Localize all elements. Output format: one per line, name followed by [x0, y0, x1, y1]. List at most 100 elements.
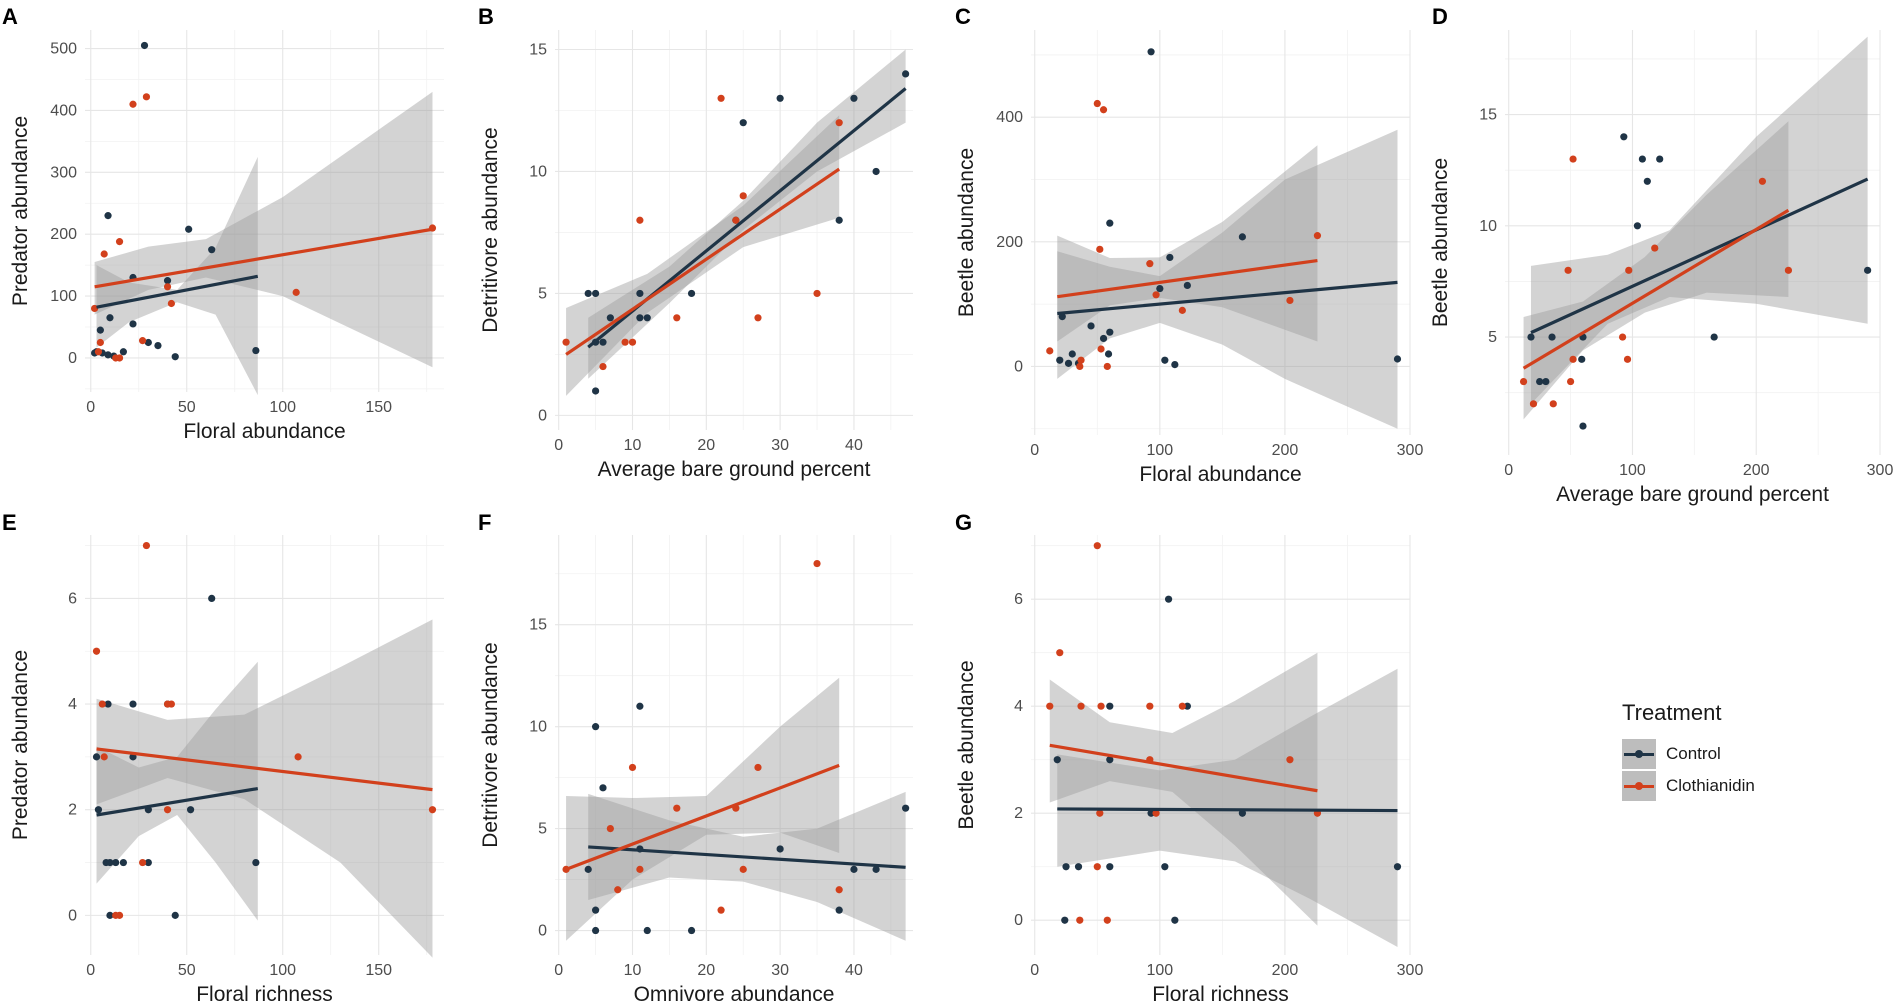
data-point-control: [1578, 355, 1586, 363]
data-point-clothianidin: [1103, 916, 1111, 924]
panel-label: G: [955, 510, 972, 535]
data-point-clothianidin: [739, 192, 747, 200]
y-tick-label: 10: [529, 719, 547, 736]
data-point-clothianidin: [1152, 809, 1160, 817]
data-point-clothianidin: [739, 865, 747, 873]
y-axis-title: Detritivore abundance: [479, 642, 502, 847]
y-tick-label: 6: [1014, 591, 1023, 608]
data-point-control: [144, 338, 152, 347]
data-point-control: [902, 70, 910, 78]
data-point-clothianidin: [717, 94, 725, 102]
y-tick-label: 400: [50, 102, 77, 119]
data-point-control: [584, 289, 592, 298]
data-point-control: [606, 314, 614, 322]
y-tick-label: 4: [1014, 698, 1023, 715]
y-tick-label: 100: [50, 288, 77, 305]
y-tick-label: 300: [50, 164, 77, 181]
x-axis-title: Floral abundance: [1139, 463, 1301, 486]
data-point-clothianidin: [1758, 177, 1767, 185]
data-point-control: [163, 277, 172, 285]
regression-line-control: [96, 274, 259, 309]
data-point-control: [1106, 756, 1114, 764]
data-point-clothianidin: [754, 763, 762, 772]
data-point-clothianidin: [636, 216, 644, 224]
confidence-band-clothianidin: [1057, 145, 1318, 342]
data-point-clothianidin: [614, 886, 622, 894]
data-point-clothianidin: [1146, 260, 1154, 268]
data-point-control: [1579, 422, 1587, 430]
y-tick-label: 10: [529, 163, 547, 180]
confidence-band-control: [1057, 668, 1398, 947]
regression-line-clothianidin: [1522, 208, 1790, 370]
x-tick-label: 20: [697, 437, 715, 454]
data-point-control: [591, 289, 600, 298]
x-tick-label: 150: [365, 962, 392, 979]
regression-line-clothianidin: [1049, 743, 1318, 793]
data-point-control: [687, 289, 696, 298]
data-point-clothianidin: [100, 250, 108, 258]
data-point-control: [119, 348, 127, 356]
x-tick-label: 100: [1619, 462, 1646, 479]
data-point-clothianidin: [636, 865, 644, 873]
data-point-control: [1864, 266, 1872, 274]
data-point-control: [106, 911, 114, 919]
data-point-control: [171, 911, 179, 919]
data-point-control: [739, 119, 747, 127]
x-tick-label: 0: [86, 962, 95, 979]
data-point-control: [776, 94, 784, 102]
data-point-clothianidin: [1046, 347, 1054, 355]
data-point-control: [1393, 355, 1402, 363]
panel-d: 0 100 200 300 5 10 15 Average bare ground perce…: [1429, 4, 1893, 506]
data-point-clothianidin: [98, 700, 106, 708]
y-axis-title: Detritivore abundance: [479, 127, 502, 332]
data-point-control: [1062, 863, 1070, 871]
data-point-clothianidin: [606, 824, 614, 833]
legend-label-clothianidin: Clothianidin: [1666, 776, 1755, 795]
data-point-control: [208, 594, 216, 602]
y-tick-label: 2: [68, 802, 77, 819]
data-point-control: [1147, 809, 1155, 817]
data-point-control: [96, 326, 104, 334]
y-tick-label: 200: [50, 226, 77, 243]
x-tick-label: 200: [1272, 962, 1299, 979]
confidence-band-control: [588, 49, 906, 379]
data-point-control: [129, 700, 137, 708]
legend-title: Treatment: [1622, 700, 1722, 725]
data-point-control: [1087, 322, 1095, 330]
panel-a: 0 50 100 150 0 100 200 300 400 500 Floral abundanc…: [2, 4, 444, 443]
data-point-clothianidin: [1651, 244, 1659, 252]
data-point-control: [1058, 313, 1066, 321]
data-point-control: [591, 926, 600, 935]
y-tick-label: 4: [68, 696, 77, 713]
data-point-control: [129, 320, 137, 328]
data-point-control: [1056, 356, 1064, 364]
confidence-band-control: [96, 661, 258, 921]
data-point-clothianidin: [1056, 649, 1064, 657]
data-point-control: [1106, 219, 1114, 227]
legend-label-control: Control: [1666, 744, 1721, 763]
data-point-control: [1183, 702, 1191, 710]
data-point-clothianidin: [163, 283, 172, 291]
data-point-control: [1710, 333, 1718, 341]
legend-key-clothianidin: [1622, 771, 1656, 801]
data-point-control: [1161, 356, 1169, 364]
data-point-control: [643, 314, 651, 322]
data-point-control: [1620, 133, 1628, 141]
y-tick-label: 0: [1014, 912, 1023, 929]
data-point-clothianidin: [813, 289, 821, 298]
x-axis-title: Floral richness: [1152, 983, 1289, 1006]
data-point-clothianidin: [112, 911, 120, 919]
data-point-control: [154, 341, 162, 350]
data-point-clothianidin: [732, 216, 740, 224]
x-tick-label: 40: [845, 962, 863, 979]
data-point-control: [1542, 377, 1550, 386]
regression-line-control: [1057, 280, 1398, 316]
data-point-clothianidin: [1566, 377, 1575, 386]
data-point-control: [591, 906, 600, 914]
legend-item-control: Control: [1622, 738, 1782, 770]
data-point-clothianidin: [1286, 756, 1294, 764]
data-point-clothianidin: [1529, 400, 1538, 408]
data-point-clothianidin: [129, 100, 137, 108]
x-axis-title: Average bare ground percent: [1556, 483, 1829, 506]
